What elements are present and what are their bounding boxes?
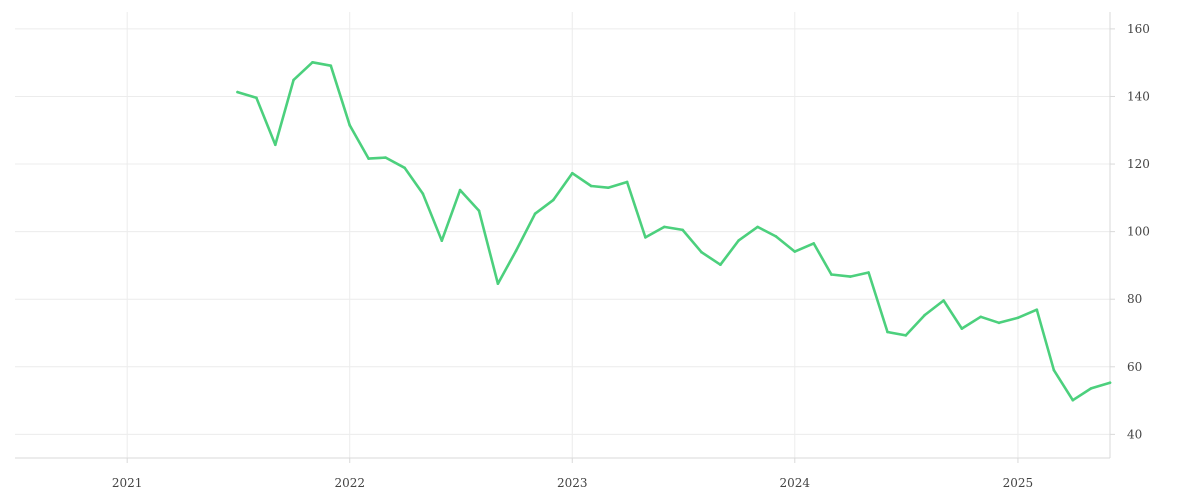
y-tick-label: 40 — [1127, 427, 1142, 441]
data-point — [570, 171, 574, 175]
data-point — [904, 334, 908, 337]
data-point — [812, 242, 815, 245]
data-point — [458, 188, 462, 192]
data-point — [644, 236, 647, 239]
data-point — [942, 299, 945, 302]
data-point — [440, 239, 444, 243]
vertical-gridlines — [126, 12, 1019, 458]
y-tick-label: 100 — [1127, 225, 1150, 239]
data-point — [589, 184, 593, 188]
data-point — [700, 250, 703, 254]
data-point — [236, 90, 239, 94]
y-tick-label: 60 — [1127, 360, 1142, 374]
data-point — [886, 330, 889, 334]
data-point — [421, 192, 425, 196]
data-point — [329, 64, 333, 68]
data-point — [367, 157, 370, 160]
x-tick-label: 2022 — [334, 476, 365, 490]
data-point — [663, 225, 666, 229]
x-tick-label: 2024 — [780, 476, 811, 490]
data-point — [1089, 387, 1093, 390]
data-point — [255, 96, 258, 100]
data-point — [867, 271, 870, 274]
data-point — [1108, 381, 1112, 384]
x-tick-label: 2021 — [112, 476, 143, 490]
data-point — [923, 313, 926, 317]
data-point — [681, 228, 684, 232]
data-point — [793, 250, 797, 253]
series-line-0 — [236, 60, 1112, 402]
data-point — [533, 212, 537, 216]
y-tick-label: 140 — [1127, 89, 1150, 103]
y-tick-label: 120 — [1127, 157, 1150, 171]
data-point — [848, 275, 852, 278]
data-point — [997, 321, 1001, 325]
data-point — [496, 282, 500, 285]
x-axis-ticks: 2021 2022 2023 2024 2025 — [112, 458, 1033, 490]
data-point — [348, 123, 352, 127]
data-point — [403, 166, 406, 170]
data-point — [1035, 308, 1039, 311]
data-point — [960, 327, 964, 330]
data-point — [514, 249, 518, 252]
data-point — [1052, 368, 1056, 372]
x-tick-label: 2023 — [557, 476, 588, 490]
data-point — [719, 263, 722, 267]
data-point — [830, 273, 833, 276]
series-layer — [236, 60, 1112, 402]
data-point — [625, 180, 629, 184]
data-point — [606, 186, 610, 189]
data-point — [477, 209, 481, 212]
data-point — [552, 198, 555, 202]
data-point — [756, 225, 759, 229]
data-point — [979, 315, 983, 319]
horizontal-gridlines — [15, 28, 1110, 435]
y-tick-label: 80 — [1127, 292, 1142, 306]
data-point — [384, 156, 387, 159]
data-point — [774, 235, 778, 238]
y-tick-label: 160 — [1127, 22, 1150, 36]
y-axis-ticks: 40 60 80 100 120 140 160 — [1110, 22, 1150, 441]
data-point — [311, 61, 314, 64]
data-point — [737, 239, 740, 242]
data-point — [292, 78, 295, 82]
data-point — [274, 143, 277, 147]
data-point — [1071, 398, 1075, 402]
x-tick-label: 2025 — [1003, 476, 1034, 490]
data-point — [1016, 316, 1020, 320]
